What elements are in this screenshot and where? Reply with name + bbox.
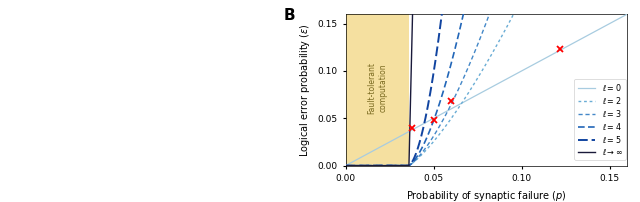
Text: B: B [284, 8, 295, 23]
Bar [346, 14, 409, 166]
Text: Fault-tolerant
computation: Fault-tolerant computation [367, 62, 387, 114]
Y-axis label: Logical error probability ($\epsilon$): Logical error probability ($\epsilon$) [298, 23, 312, 157]
X-axis label: Probability of synaptic failure ($p$): Probability of synaptic failure ($p$) [406, 188, 567, 202]
Legend: $\ell = 0$, $\ell = 2$, $\ell = 3$, $\ell = 4$, $\ell = 5$, $\ell \to \infty$: $\ell = 0$, $\ell = 2$, $\ell = 3$, $\el… [574, 79, 626, 160]
